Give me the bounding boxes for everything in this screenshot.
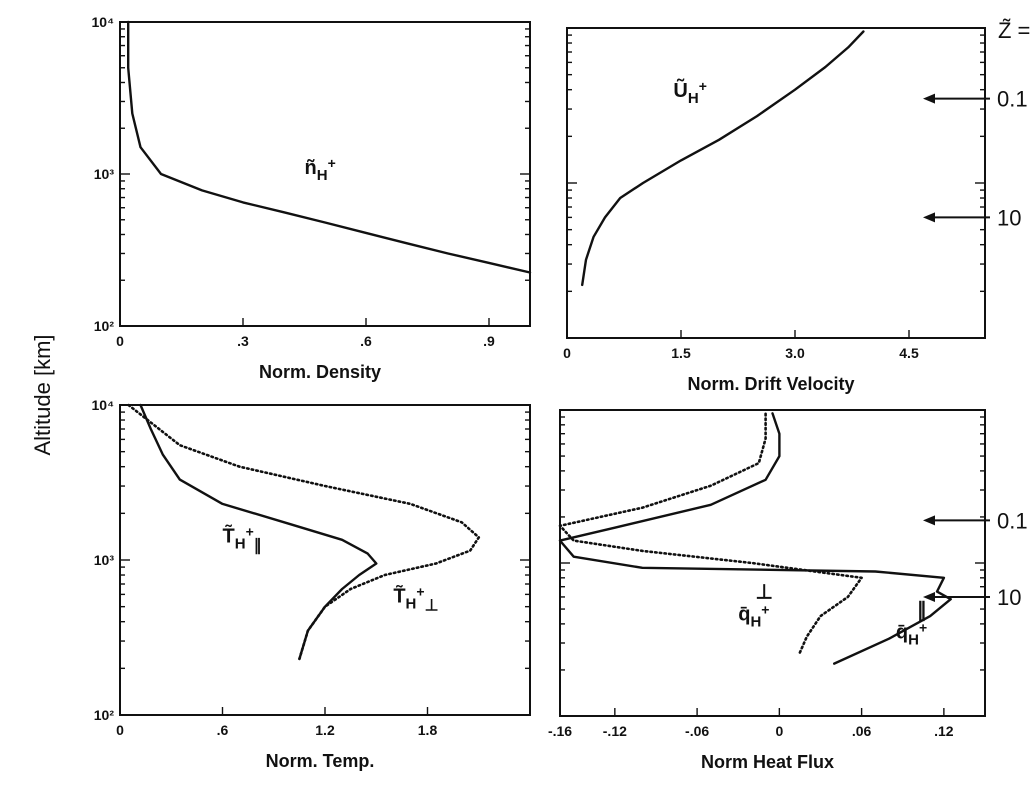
temperature-curve-label: T̃H+⊥ (393, 584, 438, 615)
temperature-x-axis-title: Norm. Temp. (266, 751, 375, 771)
panels: 0 .3 .6 .9 10² 10³ 10⁴ Norm. Density 0 1.5 3.0 4.5 N… (92, 14, 1028, 772)
heatflux-x-tick-label: -.06 (685, 723, 709, 739)
density-panel: 0 .3 .6 .9 10² 10³ 10⁴ Norm. Density (92, 14, 532, 382)
heatflux-x-tick-label: .12 (934, 723, 954, 739)
temperature-series-1 (127, 403, 481, 661)
drift-x-axis-title: Norm. Drift Velocity (687, 374, 854, 394)
heatflux-frame (559, 409, 986, 717)
z-marker: 0.1 (923, 87, 1028, 112)
z-marker: 0.1 (923, 508, 1028, 533)
temperature-y-tick-label: 10³ (94, 552, 115, 568)
temperature-y-tick-label: 10⁴ (92, 397, 115, 413)
temperature-x-tick-label: 0 (116, 722, 124, 738)
drift-x-tick-label: 0 (563, 345, 571, 361)
drift-series-0 (581, 30, 865, 287)
z-marker-arrowhead (923, 515, 935, 526)
heatflux-series-1 (558, 412, 863, 654)
density-y-tick-label: 10³ (94, 166, 115, 182)
heatflux-panel: -.16 -.12 -.06 0 .06 .12 Norm Heat Flux (548, 409, 986, 772)
heatflux-x-tick-label: .06 (852, 723, 872, 739)
drift-panel: 0 1.5 3.0 4.5 Norm. Drift Velocity (563, 27, 986, 394)
temperature-curve-label: T̃H+∥ (223, 523, 262, 554)
density-y-tick-label: 10⁴ (92, 14, 115, 30)
z-marker-label: 10 (997, 205, 1021, 230)
drift-x-tick-label: 4.5 (899, 345, 919, 361)
heatflux-curve-label: q̄H+ (896, 620, 927, 649)
temperature-frame (119, 404, 531, 716)
z-marker: 10 (923, 205, 1021, 230)
density-series-0 (126, 20, 532, 274)
drift-x-tick-label: 3.0 (785, 345, 805, 361)
density-x-tick-label: 0 (116, 333, 124, 349)
z-marker-arrowhead (923, 591, 935, 602)
z-marker-label: 0.1 (997, 508, 1028, 533)
z-marker-arrowhead (923, 212, 935, 223)
density-x-tick-label: .3 (237, 333, 249, 349)
z-header: Z̃ = (998, 18, 1030, 43)
z-marker: 10 (923, 585, 1021, 610)
y-axis-title: Altitude [km] (30, 334, 55, 455)
heatflux-x-axis-title: Norm Heat Flux (701, 752, 834, 772)
heatflux-curve-label-mark: ⊥ (756, 582, 773, 604)
heatflux-series-0 (558, 412, 952, 665)
temperature-x-tick-label: 1.2 (315, 722, 335, 738)
heatflux-curve-label: q̄H+ (738, 602, 769, 631)
temperature-x-tick-label: .6 (217, 722, 229, 738)
density-x-axis-title: Norm. Density (259, 362, 381, 382)
density-curve-label: ñH+ (305, 155, 336, 184)
z-marker-arrowhead (923, 93, 935, 104)
temperature-y-tick-label: 10² (94, 707, 115, 723)
drift-x-tick-label: 1.5 (671, 345, 691, 361)
temperature-x-tick-label: 1.8 (418, 722, 438, 738)
heatflux-x-tick-label: -.12 (603, 723, 627, 739)
z-marker-label: 10 (997, 585, 1021, 610)
density-y-tick-label: 10² (94, 318, 115, 334)
heatflux-x-tick-label: -.16 (548, 723, 572, 739)
heatflux-curve-label-mark: ∥ (917, 600, 927, 622)
density-x-tick-label: .6 (360, 333, 372, 349)
drift-frame (566, 27, 986, 339)
heatflux-x-tick-label: 0 (775, 723, 783, 739)
temperature-panel: 0 .6 1.2 1.8 10² 10³ 10⁴ Norm. Temp. (92, 397, 531, 771)
z-marker-label: 0.1 (997, 87, 1028, 112)
drift-curve-label: ŨH+ (673, 78, 706, 107)
density-x-tick-label: .9 (483, 333, 495, 349)
